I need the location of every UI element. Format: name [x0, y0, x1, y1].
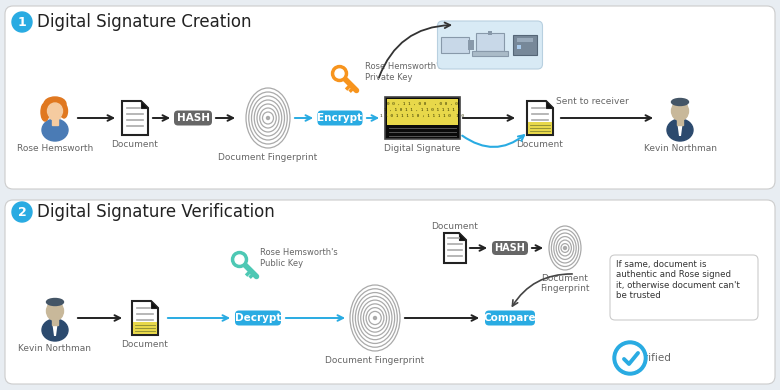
Bar — [468, 40, 474, 50]
Ellipse shape — [44, 97, 66, 111]
Ellipse shape — [48, 103, 62, 119]
Text: 2: 2 — [18, 206, 27, 218]
FancyBboxPatch shape — [174, 110, 212, 126]
Circle shape — [617, 345, 643, 371]
Bar — [133, 322, 157, 334]
Ellipse shape — [61, 104, 68, 118]
Circle shape — [374, 317, 377, 319]
Text: Digital Signature Creation: Digital Signature Creation — [37, 13, 251, 31]
Text: 0 0 , 1 1 , 0 0   , 0 0 , 0: 0 0 , 1 1 , 0 0 , 0 0 , 0 — [387, 102, 457, 106]
Polygon shape — [132, 301, 158, 335]
Bar — [52, 117, 58, 125]
Text: If same, document is
authentic and Rose signed
it, otherwise document can't
be t: If same, document is authentic and Rose … — [616, 260, 740, 300]
Ellipse shape — [42, 119, 68, 141]
Text: Rose Hemsworth's
Public Key: Rose Hemsworth's Public Key — [260, 248, 338, 268]
Bar — [677, 117, 683, 125]
Text: 1 1 0 1 1 1 1 0 ; 1 1 1 1 0  1 0: 1 1 0 1 1 1 1 0 ; 1 1 1 1 0 1 0 — [380, 114, 464, 118]
Polygon shape — [618, 367, 626, 374]
Text: Document
Fingerprint: Document Fingerprint — [541, 274, 590, 293]
Text: Digital Signature: Digital Signature — [384, 144, 460, 153]
Polygon shape — [444, 233, 466, 263]
Circle shape — [12, 202, 32, 222]
FancyBboxPatch shape — [317, 110, 363, 126]
Text: Document: Document — [122, 340, 168, 349]
Text: Decrypt: Decrypt — [235, 313, 281, 323]
Bar — [528, 122, 552, 134]
Polygon shape — [141, 101, 148, 108]
Circle shape — [332, 66, 348, 82]
Circle shape — [235, 255, 244, 264]
Text: Document: Document — [516, 140, 563, 149]
Bar — [52, 317, 58, 325]
Polygon shape — [52, 321, 58, 336]
Circle shape — [563, 246, 566, 250]
Polygon shape — [122, 101, 148, 135]
FancyBboxPatch shape — [438, 21, 543, 69]
Text: 1: 1 — [18, 16, 27, 28]
Text: Kevin Northman: Kevin Northman — [19, 344, 91, 353]
Text: Verified: Verified — [632, 353, 672, 363]
Text: Kevin Northman: Kevin Northman — [644, 144, 717, 153]
Polygon shape — [546, 101, 553, 108]
Text: HASH: HASH — [495, 243, 526, 253]
Ellipse shape — [41, 103, 49, 121]
Ellipse shape — [47, 301, 63, 321]
Text: Sent to receiver: Sent to receiver — [556, 98, 629, 106]
Text: Document Fingerprint: Document Fingerprint — [218, 153, 317, 162]
Bar — [476, 33, 504, 51]
Text: Document: Document — [112, 140, 158, 149]
Polygon shape — [459, 233, 466, 240]
Circle shape — [613, 341, 647, 375]
Text: Encrypt: Encrypt — [317, 113, 363, 123]
Circle shape — [232, 252, 247, 268]
Text: Rose Hemsworth's
Private Key: Rose Hemsworth's Private Key — [365, 62, 443, 82]
FancyBboxPatch shape — [610, 255, 758, 320]
Text: Digital Signature Verification: Digital Signature Verification — [37, 203, 275, 221]
FancyBboxPatch shape — [485, 310, 535, 326]
Bar — [441, 37, 469, 53]
FancyBboxPatch shape — [235, 310, 281, 326]
Circle shape — [12, 12, 32, 32]
Bar — [387, 99, 458, 125]
Text: 1 , 1 0 1 1 , 1 1 0 1 1 1 1 1: 1 , 1 0 1 1 , 1 1 0 1 1 1 1 1 — [384, 108, 460, 112]
Bar — [472, 51, 508, 56]
Bar — [488, 31, 492, 35]
Text: Document: Document — [431, 222, 478, 231]
Polygon shape — [677, 121, 683, 136]
Bar — [385, 97, 459, 139]
FancyBboxPatch shape — [5, 6, 775, 189]
Text: HASH: HASH — [176, 113, 210, 123]
Text: Rose Hemsworth: Rose Hemsworth — [17, 144, 93, 153]
Polygon shape — [151, 301, 158, 308]
Ellipse shape — [667, 119, 693, 141]
FancyBboxPatch shape — [492, 241, 528, 255]
Ellipse shape — [46, 100, 64, 120]
Circle shape — [335, 69, 344, 78]
Bar — [517, 38, 533, 42]
Ellipse shape — [672, 101, 689, 121]
Text: Compare: Compare — [484, 313, 537, 323]
Circle shape — [267, 117, 270, 119]
Ellipse shape — [42, 319, 68, 341]
Bar — [513, 35, 537, 55]
Ellipse shape — [672, 99, 689, 106]
FancyBboxPatch shape — [5, 200, 775, 384]
Polygon shape — [634, 367, 642, 374]
Ellipse shape — [47, 298, 63, 305]
Bar — [517, 45, 521, 49]
Text: Document Fingerprint: Document Fingerprint — [325, 356, 424, 365]
Polygon shape — [527, 101, 553, 135]
